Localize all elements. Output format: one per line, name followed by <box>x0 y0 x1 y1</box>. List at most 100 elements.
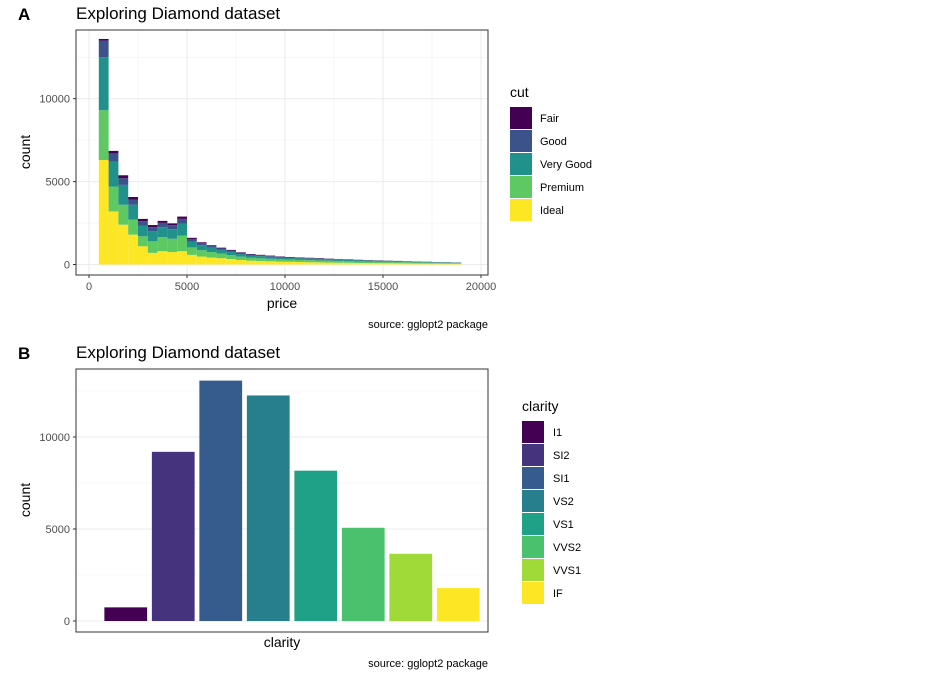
legend-label: VVS2 <box>553 542 581 554</box>
panel-a-x-axis-title: price <box>267 295 298 311</box>
histogram-bar-segment <box>285 257 295 259</box>
panel-b-title: Exploring Diamond dataset <box>76 343 280 362</box>
legend-label: I1 <box>553 427 562 439</box>
histogram-bar-segment <box>275 257 285 260</box>
histogram-bar-segment <box>108 153 119 162</box>
panel-a-title: Exploring Diamond dataset <box>76 4 280 23</box>
histogram-bar-segment <box>383 263 393 265</box>
histogram-bar-segment <box>304 262 315 265</box>
histogram-bar-segment <box>373 261 383 264</box>
histogram-bar-segment <box>304 260 315 263</box>
histogram-bar-segment <box>265 256 276 257</box>
histogram-bar-segment <box>138 225 148 237</box>
histogram-bar-segment <box>422 263 432 265</box>
histogram-bar-segment <box>285 258 295 260</box>
histogram-bar-segment <box>216 253 227 259</box>
histogram-bar-segment <box>392 261 403 263</box>
histogram-bar-segment <box>226 250 236 252</box>
histogram-bar-segment <box>138 221 148 226</box>
histogram-bar-segment <box>98 160 109 265</box>
histogram-bar-segment <box>275 261 285 265</box>
histogram-bar-segment <box>177 251 187 265</box>
panel-b-y-tick-label: 0 <box>64 616 70 628</box>
histogram-bar-segment <box>324 262 334 265</box>
panel-a-y-tick-label: 5000 <box>46 177 70 189</box>
panel-b-legend-title: clarity <box>522 398 559 414</box>
histogram-bar-segment <box>118 184 129 205</box>
histogram-bar-segment <box>265 261 276 265</box>
histogram-bar-segment <box>118 224 129 265</box>
legend-key <box>510 107 532 129</box>
histogram-bar-segment <box>402 263 413 265</box>
panel-b-y-tick-label: 10000 <box>39 432 70 444</box>
legend-label: VS1 <box>553 519 574 531</box>
histogram-bar-segment <box>206 245 217 247</box>
histogram-bar-segment <box>196 245 207 251</box>
histogram-bar-segment <box>402 262 413 264</box>
histogram-bar-segment <box>128 234 138 265</box>
histogram-bar-segment <box>138 236 148 247</box>
histogram-bar-segment <box>226 251 236 256</box>
histogram-bar-segment <box>383 261 393 264</box>
clarity-bar <box>389 553 433 621</box>
clarity-bar <box>341 527 385 621</box>
histogram-bar-segment <box>334 262 344 265</box>
histogram-bar-segment <box>294 262 305 265</box>
histogram-bar-segment <box>314 258 325 260</box>
histogram-bar-segment <box>353 261 364 264</box>
histogram-bar-segment <box>226 255 236 260</box>
histogram-bar-segment <box>128 199 138 205</box>
histogram-bar-segment <box>226 259 236 265</box>
histogram-bar-segment <box>412 262 423 264</box>
histogram-bar-segment <box>314 259 325 261</box>
histogram-bar-segment <box>216 258 227 265</box>
legend-key <box>522 559 544 581</box>
panel-b-y-tick-label: 5000 <box>46 524 70 536</box>
histogram-bar-segment <box>187 237 197 239</box>
legend-key <box>522 582 544 604</box>
legend-key <box>510 176 532 198</box>
clarity-bar <box>246 395 290 621</box>
legend-label: VVS1 <box>553 565 581 577</box>
histogram-bar-segment <box>343 260 354 262</box>
histogram-bar-segment <box>177 223 187 236</box>
histogram-bar-segment <box>441 262 452 264</box>
histogram-bar-segment <box>147 227 158 232</box>
panel-a-x-tick-label: 0 <box>86 281 92 293</box>
clarity-bar <box>294 470 338 621</box>
histogram-bar-segment <box>108 186 119 212</box>
panel-a-legend: Fair Good Very Good Premium Ideal <box>510 107 592 221</box>
clarity-bar <box>436 588 480 621</box>
panel-a-label: A <box>18 5 30 24</box>
legend-key <box>510 153 532 175</box>
histogram-bar-segment <box>206 257 217 265</box>
histogram-bar-segment <box>363 260 374 262</box>
histogram-bar-segment <box>108 150 119 154</box>
histogram-bar-segment <box>324 260 334 263</box>
panel-b-caption: source: gglopt2 package <box>368 658 488 670</box>
histogram-bar-segment <box>157 251 168 265</box>
histogram-bar-segment <box>98 57 109 111</box>
histogram-bar-segment <box>334 259 344 260</box>
histogram-bar-segment <box>216 248 227 250</box>
histogram-bar-segment <box>412 261 423 263</box>
panel-a-y-tick-label: 0 <box>64 260 70 272</box>
histogram-bar-segment <box>314 262 325 265</box>
histogram-bar-segment <box>138 246 148 265</box>
histogram-bar-segment <box>373 260 383 262</box>
legend-label: Fair <box>540 113 559 125</box>
panel-a-border <box>75 29 489 276</box>
panel-a-x-tick-label: 5000 <box>175 281 199 293</box>
histogram-bar-segment <box>343 261 354 263</box>
histogram-bar-segment <box>245 255 256 258</box>
histogram-bar-segment <box>236 256 246 261</box>
histogram-bar-segment <box>265 256 276 259</box>
histogram-bar-segment <box>98 38 109 41</box>
histogram-bar-segment <box>177 235 187 252</box>
histogram-bar-segment <box>187 241 197 248</box>
histogram-bar-segment <box>245 254 256 256</box>
histogram-bar-segment <box>236 252 246 255</box>
legend-key <box>522 444 544 466</box>
histogram-bar-segment <box>167 223 178 226</box>
